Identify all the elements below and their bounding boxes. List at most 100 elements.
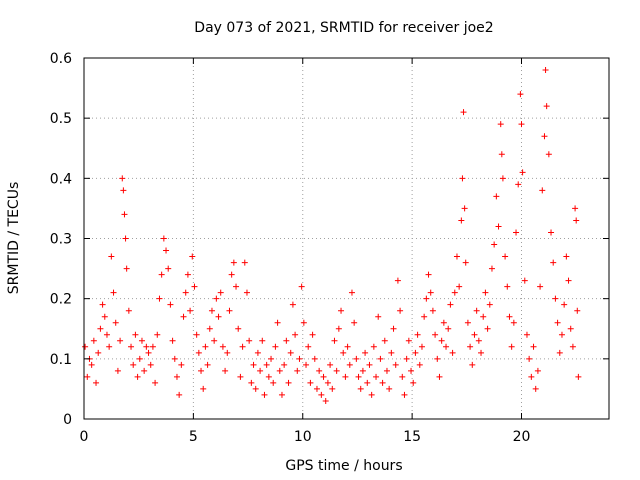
data-point [281,361,288,368]
data-point [128,343,135,350]
data-point [438,337,445,344]
data-point [421,313,428,320]
data-point [119,175,126,182]
x-tick-label: 20 [513,429,531,445]
data-point [176,391,183,398]
data-point [292,331,299,338]
data-point [152,379,159,386]
data-point [311,355,318,362]
data-point [379,379,386,386]
data-point [276,367,283,374]
data-point [167,301,174,308]
data-point [543,103,550,110]
data-point [117,337,124,344]
data-point [204,361,211,368]
data-point [342,373,349,380]
data-point [357,385,364,392]
y-tick-label: 0.4 [50,171,72,187]
data-point [125,307,132,314]
data-point [388,349,395,356]
data-point [143,343,150,350]
data-point [573,217,580,224]
data-point [364,379,371,386]
data-point [359,367,366,374]
data-point [445,325,452,332]
data-point [169,337,176,344]
data-point [90,337,97,344]
data-point [195,349,202,356]
y-tick-label: 0.3 [50,232,72,248]
data-point [351,319,358,326]
data-point [228,271,235,278]
data-point [259,337,266,344]
data-point [373,373,380,380]
data-point [414,331,421,338]
data-point [88,361,95,368]
data-point [375,313,382,320]
data-point [390,325,397,332]
data-point [556,349,563,356]
data-point [412,349,419,356]
data-point [348,289,355,296]
data-point [495,223,502,230]
data-point [499,175,506,182]
data-point [84,373,91,380]
data-point [423,295,430,302]
data-point [335,325,342,332]
data-point [313,385,320,392]
data-point [171,355,178,362]
chart-title: Day 073 of 2021, SRMTID for receiver joe… [194,20,493,36]
data-point [101,313,108,320]
data-point [182,289,189,296]
data-point [368,391,375,398]
data-point [156,295,163,302]
data-point [456,283,463,290]
data-point [316,367,323,374]
data-point [572,205,579,212]
data-point [493,193,500,200]
data-point [425,271,432,278]
data-point [530,343,537,350]
data-point [309,331,316,338]
data-point [265,373,272,380]
data-point [401,391,408,398]
data-point [283,337,290,344]
data-point [346,361,353,368]
data-point [497,121,504,128]
data-point [298,283,305,290]
data-point [392,361,399,368]
data-point [184,271,191,278]
data-point [108,253,115,260]
data-point [567,325,574,332]
y-tick-label: 0.6 [50,51,72,67]
data-point [180,313,187,320]
data-point [272,343,279,350]
data-point [447,301,454,308]
data-point [459,175,466,182]
data-point [322,397,329,404]
data-point [484,325,491,332]
data-point [461,205,468,212]
data-point [178,361,185,368]
data-points [82,67,582,404]
data-point [134,373,141,380]
data-point [274,319,281,326]
data-point [541,133,548,140]
data-point [145,349,152,356]
data-point [370,343,377,350]
data-point [504,283,511,290]
data-point [534,367,541,374]
data-point [475,337,482,344]
data-point [498,151,505,158]
data-point [418,343,425,350]
data-point [141,367,148,374]
data-point [399,373,406,380]
data-point [198,367,205,374]
data-point [537,283,544,290]
data-point [237,373,244,380]
data-point [165,265,172,272]
data-point [464,319,471,326]
data-point [575,373,582,380]
data-point [515,181,522,188]
y-axis-label: SRMTID / TECUs [6,182,22,295]
